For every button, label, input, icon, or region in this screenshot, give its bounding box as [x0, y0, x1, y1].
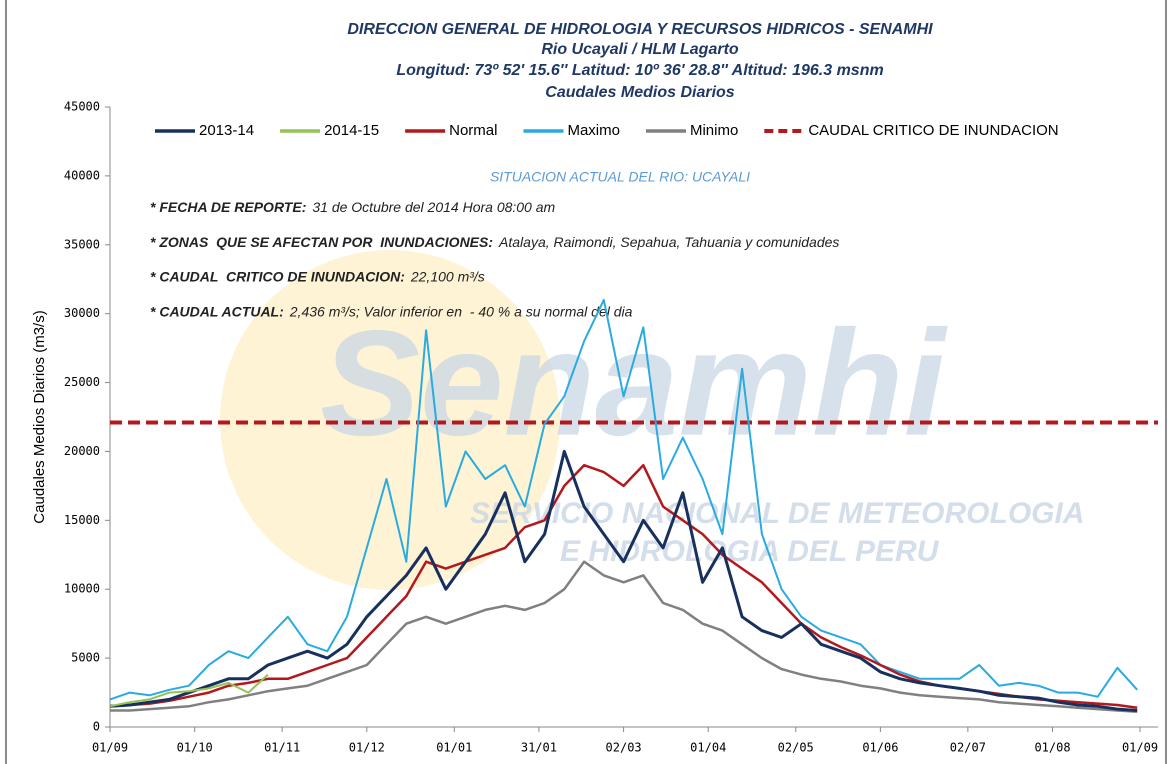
y-tick-label: 20000	[64, 444, 100, 458]
x-tick-label: 01/06	[862, 741, 898, 755]
watermark-text: Senamhi	[320, 299, 949, 467]
chart-title: DIRECCION GENERAL DE HIDROLOGIA Y RECURS…	[347, 21, 933, 38]
x-tick-label: 31/01	[521, 741, 557, 755]
watermark-text: SERVICIO NACIONAL DE METEOROLOGIA	[470, 497, 1085, 530]
x-tick-label: 01/09	[92, 741, 128, 755]
legend-label: 2014-15	[324, 122, 379, 139]
series-line	[109, 673, 269, 708]
watermark-sun	[220, 250, 560, 590]
chart-title: Longitud: 73º 52' 15.6'' Latitud: 10º 36…	[396, 62, 883, 79]
legend-label: 2013-14	[199, 122, 254, 139]
y-tick-label: 45000	[64, 100, 100, 114]
chart-title: Caudales Medios Diarios	[545, 84, 734, 101]
y-tick-label: 30000	[64, 306, 100, 320]
legend-label: Normal	[449, 122, 497, 139]
legend-label: Minimo	[690, 122, 738, 139]
y-tick-label: 25000	[64, 375, 100, 389]
y-axis-label: Caudales Medios Diarios (m3/s)	[31, 310, 48, 523]
series-line	[109, 449, 1138, 712]
annotation-label: * FECHA DE REPORTE:	[150, 199, 306, 215]
annotation-text: 31 de Octubre del 2014 Hora 08:00 am	[312, 199, 555, 215]
x-tick-label: 01/11	[264, 741, 300, 755]
subtitle: SITUACION ACTUAL DEL RIO: UCAYALI	[490, 169, 750, 185]
y-tick-label: 40000	[64, 168, 100, 182]
annotation-text: Atalaya, Raimondi, Sepahua, Tahuania y c…	[498, 234, 839, 250]
x-tick-label: 01/01	[436, 741, 472, 755]
annotation-text: 22,100 m³/s	[410, 268, 485, 284]
x-tick-label: 01/04	[690, 741, 726, 755]
annotation: * CAUDAL CRITICO DE INUNDACION: 22,100 m³…	[150, 268, 485, 284]
y-tick-label: 15000	[64, 513, 100, 527]
annotation-label: * CAUDAL CRITICO DE INUNDACION:	[150, 268, 405, 284]
annotation: * ZONAS QUE SE AFECTAN POR INUNDACIONES:…	[150, 234, 839, 250]
annotation-label: * CAUDAL ACTUAL:	[150, 303, 284, 319]
annotation-label: * ZONAS QUE SE AFECTAN POR INUNDACIONES:	[150, 234, 493, 250]
y-tick-label: 10000	[64, 582, 100, 596]
chart-title: Rio Ucayali / HLM Lagarto	[541, 41, 739, 58]
legend-label: CAUDAL CRITICO DE INUNDACION	[808, 122, 1058, 139]
annotation: * FECHA DE REPORTE: 31 de Octubre del 201…	[150, 199, 556, 215]
x-tick-label: 01/09	[1122, 741, 1158, 755]
x-tick-label: 01/12	[349, 741, 385, 755]
series-line	[110, 560, 1138, 714]
x-tick-label: 02/05	[778, 741, 814, 755]
series-line	[109, 298, 1138, 701]
x-tick-label: 02/03	[606, 741, 642, 755]
legend-label: Maximo	[567, 122, 620, 139]
annotation-text: 2,436 m³/s; Valor inferior en - 40 % a s…	[289, 303, 633, 319]
annotations: * FECHA DE REPORTE: 31 de Octubre del 201…	[150, 199, 839, 319]
y-tick-label: 35000	[64, 237, 100, 251]
y-tick-label: 0	[93, 720, 100, 734]
annotation: * CAUDAL ACTUAL: 2,436 m³/s; Valor inferi…	[150, 303, 633, 319]
x-tick-label: 01/08	[1034, 741, 1070, 755]
x-tick-label: 02/07	[950, 741, 986, 755]
legend: 2013-14 2014-15 Normal Maximo Minimo CAUDAL C…	[140, 114, 1100, 148]
y-tick-label: 5000	[71, 651, 100, 665]
x-tick-label: 01/10	[177, 741, 213, 755]
plot: 0 5000 10000 15000 20000 25000 30000 35000 40000…	[64, 100, 1158, 755]
